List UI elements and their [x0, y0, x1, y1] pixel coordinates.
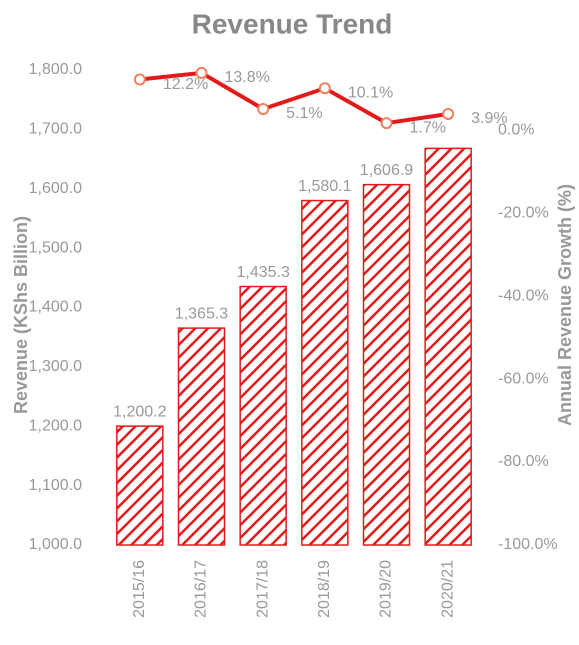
line-label: 1.7% [410, 119, 446, 136]
y2-tick-label: -40.0% [498, 287, 549, 304]
chart-title: Revenue Trend [192, 8, 393, 39]
y-axis-title: Revenue (KShs Billion) [11, 216, 31, 414]
line-marker [133, 73, 146, 86]
y2-tick-label: 0.0% [498, 121, 534, 138]
bar-label: 1,365.3 [175, 305, 228, 322]
y2-tick-label: -80.0% [498, 453, 549, 470]
x-tick-label: 2020/21 [439, 560, 456, 618]
y2-tick-label: -100.0% [498, 536, 558, 553]
y2-tick-label: -60.0% [498, 370, 549, 387]
bar-label: 1,200.2 [113, 403, 166, 420]
y2-axis-title: Annual Revenue Growth (%) [555, 184, 575, 426]
line-label: 13.8% [225, 69, 270, 86]
bar [177, 327, 226, 546]
line-marker [442, 107, 455, 120]
bar-label: 1,435.3 [236, 264, 289, 281]
bar [239, 285, 287, 546]
y2-tick-label: -20.0% [498, 204, 549, 221]
line-label: 12.2% [163, 76, 208, 93]
x-tick-label: 2015/16 [131, 560, 148, 618]
line [139, 70, 449, 126]
line-label: 5.1% [286, 105, 322, 122]
y-tick-label: 1,200.0 [29, 417, 82, 434]
y-tick-label: 1,000.0 [29, 536, 82, 553]
y-tick-label: 1,500.0 [29, 239, 82, 256]
y-tick-label: 1,300.0 [29, 358, 82, 375]
bar-label: 1,606.9 [360, 162, 413, 179]
x-tick-label: 2017/18 [254, 560, 271, 618]
line-label: 10.1% [348, 84, 393, 101]
line-label: 3.9% [471, 110, 507, 127]
y-tick-label: 1,400.0 [29, 299, 82, 316]
bar [424, 147, 472, 546]
line-marker [195, 66, 208, 79]
bar-label: 1,580.1 [298, 178, 351, 195]
x-tick-label: 2019/20 [378, 560, 395, 618]
bar [116, 425, 164, 546]
line-marker [318, 82, 331, 95]
line-marker [380, 117, 393, 130]
y-tick-label: 1,800.0 [29, 61, 82, 78]
y-tick-label: 1,600.0 [29, 180, 82, 197]
x-tick-label: 2018/19 [316, 560, 333, 618]
y-tick-label: 1,700.0 [29, 121, 82, 138]
bar [362, 183, 411, 546]
line-marker [257, 102, 270, 115]
bar [301, 199, 349, 546]
y-tick-label: 1,100.0 [29, 477, 82, 494]
x-tick-label: 2016/17 [193, 560, 210, 618]
